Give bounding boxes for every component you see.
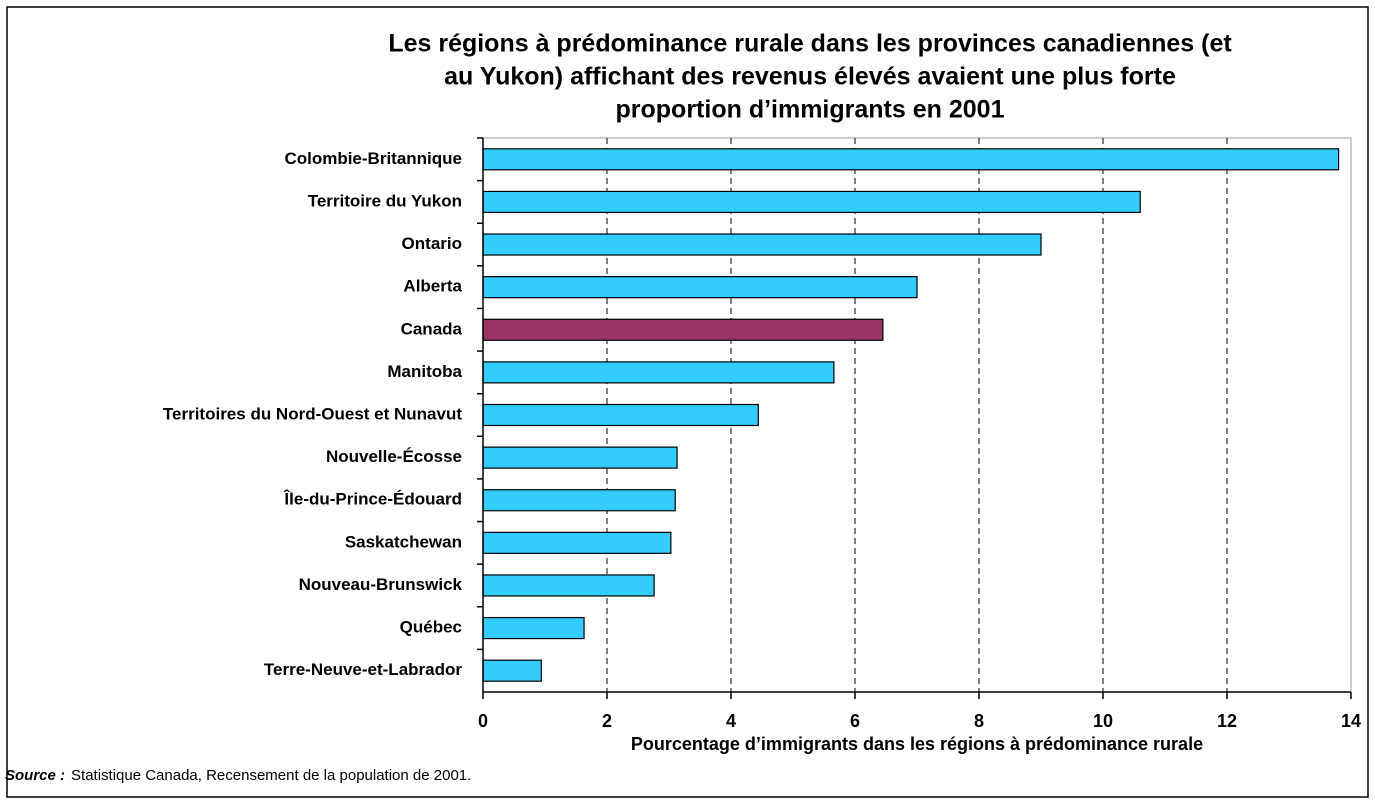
y-tick-label: Nouveau-Brunswick xyxy=(299,575,463,594)
x-tick-label: 4 xyxy=(726,711,736,731)
bar xyxy=(482,403,759,427)
y-tick-label: Nouvelle-Écosse xyxy=(326,447,462,466)
source-text: Statistique Canada, Recensement de la po… xyxy=(71,767,471,784)
bar xyxy=(482,233,1042,256)
bar xyxy=(482,190,1141,214)
y-tick-label: Territoire du Yukon xyxy=(308,191,462,210)
bar xyxy=(482,148,1340,171)
bar xyxy=(482,616,585,640)
bar xyxy=(482,446,678,469)
bar xyxy=(482,276,918,299)
y-tick-label: Québec xyxy=(400,618,462,637)
bar xyxy=(482,574,655,597)
chart-title: au Yukon) affichant des revenus élevés a… xyxy=(444,63,1176,91)
y-tick-label: Ontario xyxy=(402,234,462,253)
x-tick-label: 6 xyxy=(850,711,860,731)
bar xyxy=(482,659,542,682)
x-tick-label: 10 xyxy=(1093,711,1113,731)
y-tick-label: Canada xyxy=(401,319,463,338)
source: Source : Statistique Canada, Recensement … xyxy=(5,767,471,784)
x-tick-label: 12 xyxy=(1217,711,1237,731)
x-tick-label: 2 xyxy=(602,711,612,731)
source-label: Source : xyxy=(5,767,65,784)
bar xyxy=(482,318,884,341)
bar xyxy=(482,361,835,384)
y-tick-label: Saskatchewan xyxy=(345,532,462,551)
chart-title: Les régions à prédominance rurale dans l… xyxy=(388,30,1232,58)
bar xyxy=(482,489,676,512)
y-tick-label: Manitoba xyxy=(387,362,462,381)
bar xyxy=(482,531,672,554)
x-tick-label: 8 xyxy=(974,711,984,731)
y-tick-label: Terre-Neuve-et-Labrador xyxy=(264,660,462,679)
y-tick-label: Territoires du Nord-Ouest et Nunavut xyxy=(163,404,462,423)
x-tick-label: 14 xyxy=(1341,711,1361,731)
y-tick-label: Île-du-Prince-Édouard xyxy=(283,490,462,509)
y-tick-label: Colombie-Britannique xyxy=(284,149,462,168)
x-tick-label: 0 xyxy=(478,711,488,731)
y-tick-label: Alberta xyxy=(403,277,462,296)
x-axis-label: Pourcentage d’immigrants dans les région… xyxy=(631,734,1203,754)
chart-title: proportion d’immigrants en 2001 xyxy=(616,96,1005,124)
